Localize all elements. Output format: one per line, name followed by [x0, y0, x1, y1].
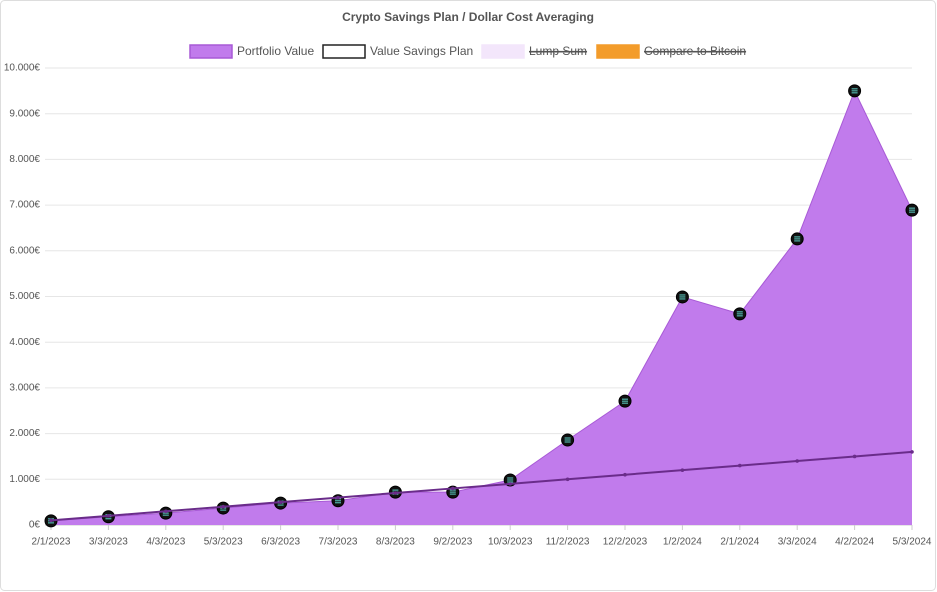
- line-point: [565, 477, 570, 482]
- x-tick-label: 7/3/2023: [319, 537, 358, 548]
- area: [51, 90, 912, 525]
- x-tick-label: 2/1/2024: [720, 537, 759, 548]
- y-tick-label: 5.000€: [9, 291, 40, 302]
- x-tick-label: 2/1/2023: [32, 537, 71, 548]
- legend-label[interactable]: Portfolio Value: [237, 44, 314, 58]
- legend-swatch[interactable]: [189, 44, 233, 59]
- line-point: [738, 463, 742, 468]
- legend-label[interactable]: Compare to Bitcoin: [644, 44, 746, 58]
- x-tick-label: 4/2/2024: [835, 537, 874, 548]
- x-tick-label: 10/3/2023: [488, 537, 533, 548]
- x-tick-label: 1/2/2024: [663, 537, 702, 548]
- y-tick-label: 4.000€: [9, 337, 40, 348]
- line-point: [164, 509, 168, 514]
- x-tick-label: 5/3/2024: [893, 537, 932, 548]
- x-tick-label: 11/2/2023: [546, 537, 590, 548]
- legend-swatch[interactable]: [322, 44, 366, 59]
- y-tick-label: 3.000€: [9, 383, 40, 394]
- line: [50, 450, 913, 522]
- y-tick-label: 10.000€: [4, 63, 41, 74]
- y-tick-label: 8.000€: [9, 154, 40, 165]
- line-point: [221, 504, 225, 509]
- chart-title: Crypto Savings Plan / Dollar Cost Averag…: [342, 10, 594, 24]
- line-point: [910, 450, 914, 454]
- x-tick-label: 9/2/2023: [433, 537, 472, 548]
- x-tick-label: 4/3/2023: [146, 537, 185, 548]
- legend-swatch[interactable]: [481, 44, 525, 59]
- legend-label[interactable]: Value Savings Plan: [370, 44, 473, 58]
- line-point: [508, 482, 512, 486]
- line-point: [680, 468, 685, 472]
- line-point: [852, 454, 857, 459]
- x-tick-label: 6/3/2023: [261, 537, 300, 548]
- legend-label[interactable]: Lump Sum: [529, 44, 587, 58]
- legend-swatch[interactable]: [596, 44, 640, 59]
- y-tick-label: 7.000€: [9, 200, 40, 211]
- line-point: [106, 514, 111, 518]
- y-tick-label: 6.000€: [9, 245, 40, 256]
- line-point: [623, 472, 627, 477]
- x-tick-label: 8/3/2023: [376, 537, 415, 548]
- y-tick-label: 2.000€: [9, 428, 40, 439]
- x-tick-label: 3/3/2024: [778, 537, 817, 548]
- x-tick-label: 12/2/2023: [603, 537, 648, 548]
- y-tick-label: 9.000€: [9, 108, 40, 119]
- line-point: [49, 518, 53, 523]
- line-point: [278, 500, 283, 504]
- line-point: [393, 491, 398, 495]
- line-point: [336, 495, 340, 500]
- x-tick-label: 5/3/2023: [204, 537, 243, 548]
- y-tick-label: 0€: [29, 520, 41, 531]
- y-tick-label: 1.000€: [9, 474, 40, 485]
- x-tick-label: 3/3/2023: [89, 537, 128, 548]
- line-point: [795, 459, 799, 463]
- line-point: [451, 486, 455, 491]
